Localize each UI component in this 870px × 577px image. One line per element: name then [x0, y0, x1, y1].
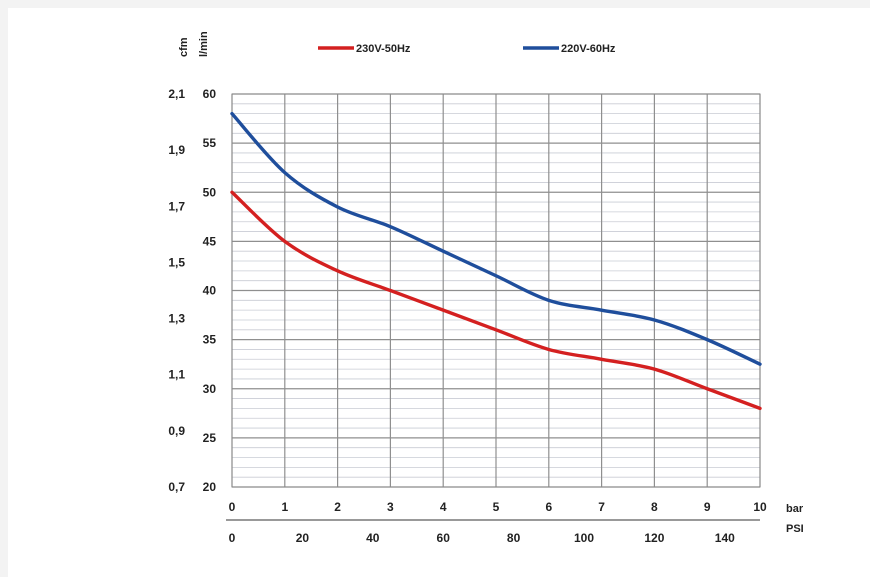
x-tick-psi: 60 [437, 531, 451, 545]
y-tick-cfm: 1,9 [168, 143, 185, 157]
x-tick-bar: 5 [493, 500, 500, 514]
x-tick-psi: 0 [229, 531, 236, 545]
unit-label-lmin: l/min [198, 31, 210, 57]
series-line-blue [230, 111, 762, 366]
plot-area [231, 93, 761, 488]
x-axis-psi-ticks: 0 20 40 60 80 100 120 140 [229, 531, 735, 545]
y-tick-cfm: 0,7 [168, 480, 185, 494]
y-tick-lmin: 25 [203, 431, 217, 445]
series-line-red [230, 190, 762, 411]
y-tick-lmin: 30 [203, 382, 217, 396]
y-tick-cfm: 1,1 [168, 368, 185, 382]
x-tick-bar: 8 [651, 500, 658, 514]
y-tick-lmin: 55 [203, 136, 217, 150]
x-tick-bar: 4 [440, 500, 447, 514]
legend-label: 220V-60Hz [561, 43, 616, 55]
x-tick-bar: 7 [598, 500, 605, 514]
x-tick-psi: 120 [644, 531, 664, 545]
y-tick-lmin: 50 [203, 185, 217, 199]
unit-label-bar: bar [786, 503, 804, 515]
y-tick-cfm: 2,1 [168, 87, 185, 101]
legend: 230V-50Hz 220V-60Hz [318, 43, 616, 55]
y-tick-lmin: 40 [203, 284, 217, 298]
y-tick-lmin: 35 [203, 333, 217, 347]
y-tick-lmin: 20 [203, 480, 217, 494]
y-tick-lmin: 45 [203, 234, 217, 248]
x-tick-psi: 20 [296, 531, 310, 545]
x-tick-bar: 1 [281, 500, 288, 514]
unit-label-psi: PSI [786, 523, 804, 535]
y-tick-cfm: 0,9 [168, 424, 185, 438]
x-tick-psi: 100 [574, 531, 594, 545]
x-axis-bar-ticks: 0 1 2 3 4 5 6 7 8 9 10 [229, 500, 767, 514]
y-tick-cfm: 1,3 [168, 312, 185, 326]
x-tick-bar: 9 [704, 500, 711, 514]
x-tick-bar: 6 [545, 500, 552, 514]
x-tick-bar: 0 [229, 500, 236, 514]
legend-label: 230V-50Hz [356, 43, 411, 55]
y-tick-lmin: 60 [203, 87, 217, 101]
x-tick-psi: 40 [366, 531, 380, 545]
y-axis-cfm-ticks: 0,7 0,9 1,1 1,3 1,5 1,7 1,9 2,1 [168, 87, 185, 494]
y-tick-cfm: 1,5 [168, 255, 185, 269]
chart-panel [8, 8, 870, 577]
x-tick-bar: 10 [753, 500, 767, 514]
unit-label-cfm: cfm [178, 37, 190, 57]
series-lines [230, 111, 762, 411]
y-tick-cfm: 1,7 [168, 199, 185, 213]
y-axis-lmin-ticks: 20 25 30 35 40 45 50 55 60 [203, 87, 217, 494]
x-tick-psi: 140 [715, 531, 735, 545]
x-tick-bar: 3 [387, 500, 394, 514]
x-tick-bar: 2 [334, 500, 341, 514]
x-tick-psi: 80 [507, 531, 521, 545]
